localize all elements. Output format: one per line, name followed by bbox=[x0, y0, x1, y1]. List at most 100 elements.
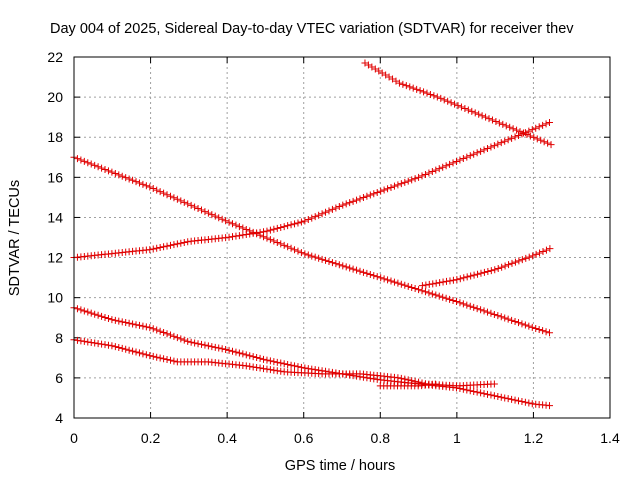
data-point bbox=[98, 312, 106, 320]
data-point bbox=[173, 195, 181, 203]
data-point bbox=[482, 113, 490, 121]
data-point bbox=[135, 321, 143, 329]
data-point bbox=[260, 355, 268, 363]
data-point bbox=[166, 331, 174, 339]
data-point bbox=[277, 223, 285, 231]
data-point bbox=[495, 119, 503, 127]
data-point bbox=[266, 236, 274, 244]
data-point bbox=[399, 80, 407, 88]
data-point bbox=[432, 291, 440, 299]
series-track-1 bbox=[361, 59, 555, 149]
data-point bbox=[222, 217, 230, 225]
data-point bbox=[439, 278, 447, 286]
data-point bbox=[397, 374, 405, 382]
data-point bbox=[473, 388, 481, 396]
data-point bbox=[394, 279, 402, 287]
data-point bbox=[308, 214, 316, 222]
data-point bbox=[406, 83, 414, 91]
y-tick-label: 4 bbox=[55, 410, 63, 426]
data-point bbox=[488, 116, 496, 124]
data-point bbox=[201, 341, 209, 349]
data-point bbox=[191, 339, 199, 347]
x-tick-label: 1.2 bbox=[524, 430, 544, 446]
data-point bbox=[346, 264, 354, 272]
data-point bbox=[160, 355, 168, 363]
data-point bbox=[539, 121, 547, 129]
data-point bbox=[366, 270, 374, 278]
data-point bbox=[440, 96, 448, 104]
data-point bbox=[91, 161, 99, 169]
data-point bbox=[513, 126, 521, 134]
data-point bbox=[180, 238, 188, 246]
data-point bbox=[547, 141, 555, 149]
x-tick-label: 0 bbox=[70, 430, 78, 446]
data-point bbox=[235, 223, 243, 231]
data-point bbox=[546, 118, 554, 126]
data-point bbox=[242, 230, 250, 238]
data-point bbox=[421, 170, 429, 178]
data-point bbox=[256, 364, 264, 372]
data-point bbox=[522, 254, 530, 262]
data-point bbox=[511, 258, 519, 266]
data-point bbox=[156, 188, 164, 196]
data-point bbox=[263, 365, 271, 373]
data-point bbox=[456, 275, 464, 283]
data-point bbox=[125, 175, 133, 183]
grid-lines bbox=[74, 57, 610, 418]
data-point bbox=[514, 319, 522, 327]
data-point bbox=[118, 318, 126, 326]
data-point bbox=[270, 358, 278, 366]
data-point bbox=[532, 324, 540, 332]
data-point bbox=[384, 185, 392, 193]
data-point bbox=[284, 360, 292, 368]
data-point bbox=[525, 127, 533, 135]
data-point bbox=[301, 217, 309, 225]
data-point bbox=[480, 268, 488, 276]
data-point bbox=[163, 356, 171, 364]
data-point bbox=[404, 282, 412, 290]
data-point bbox=[129, 347, 137, 355]
data-point bbox=[239, 350, 247, 358]
data-point bbox=[487, 267, 495, 275]
data-point bbox=[420, 88, 428, 96]
data-point bbox=[184, 337, 192, 345]
data-point bbox=[301, 250, 309, 258]
data-point bbox=[163, 330, 171, 338]
y-axis-label: SDTVAR / TECUs bbox=[7, 180, 23, 296]
data-point bbox=[87, 338, 95, 346]
data-point bbox=[363, 269, 371, 277]
data-point bbox=[246, 230, 254, 238]
data-point bbox=[166, 356, 174, 364]
data-point bbox=[442, 162, 450, 170]
data-point bbox=[435, 292, 443, 300]
data-point bbox=[537, 136, 545, 144]
data-point bbox=[87, 160, 95, 168]
data-point bbox=[239, 224, 247, 232]
data-point bbox=[511, 396, 519, 404]
data-point bbox=[494, 264, 502, 272]
data-point bbox=[149, 245, 157, 253]
y-tick-label: 8 bbox=[55, 330, 63, 346]
data-point bbox=[439, 163, 447, 171]
data-point bbox=[456, 156, 464, 164]
data-point bbox=[232, 348, 240, 356]
data-point bbox=[366, 191, 374, 199]
data-point bbox=[315, 254, 323, 262]
data-point bbox=[160, 189, 168, 197]
x-tick-label: 1.4 bbox=[600, 430, 620, 446]
series-track-7 bbox=[376, 380, 439, 390]
data-point bbox=[260, 228, 268, 236]
data-point bbox=[501, 262, 509, 270]
data-point bbox=[525, 253, 533, 261]
data-point bbox=[108, 316, 116, 324]
data-point bbox=[447, 99, 455, 107]
data-point bbox=[318, 210, 326, 218]
data-point bbox=[280, 241, 288, 249]
data-point bbox=[166, 241, 174, 249]
data-point bbox=[91, 310, 99, 318]
data-point bbox=[422, 281, 430, 289]
data-point bbox=[449, 159, 457, 167]
data-point bbox=[540, 138, 548, 146]
data-point bbox=[111, 316, 119, 324]
